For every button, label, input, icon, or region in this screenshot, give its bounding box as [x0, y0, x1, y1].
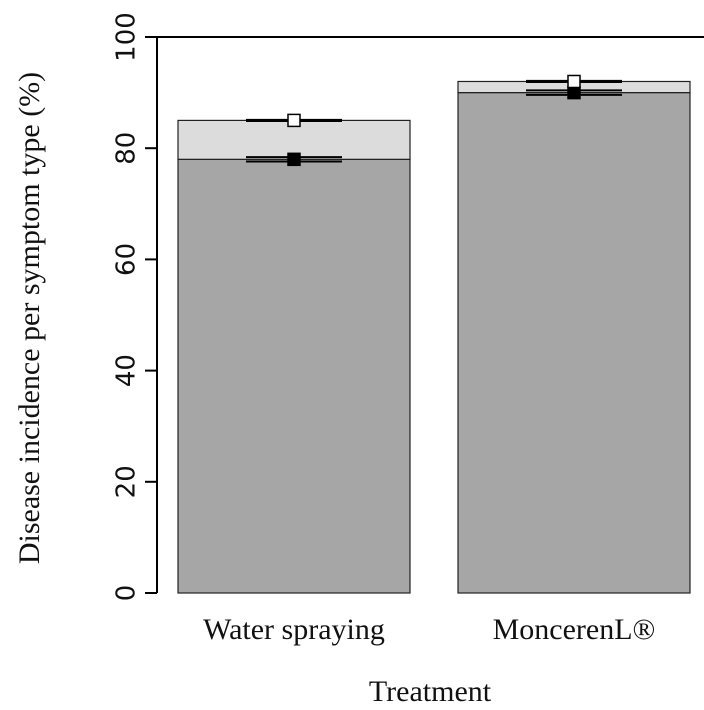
x-axis-title: Treatment	[369, 675, 492, 708]
marker	[287, 152, 301, 167]
y-tick-label: 20	[112, 465, 142, 498]
y-tick-label: 60	[112, 243, 142, 276]
bar-segment	[457, 91, 691, 594]
y-tick-label: 100	[112, 12, 142, 62]
x-tick-label: Water spraying	[203, 613, 385, 646]
y-tick-label: 80	[112, 132, 142, 165]
y-tick-label: 0	[112, 585, 142, 602]
marker	[287, 113, 301, 128]
marker	[567, 85, 581, 100]
bar-segment	[177, 158, 411, 594]
marker	[567, 74, 581, 89]
y-axis-title: Disease incidence per symptom type (%)	[13, 72, 46, 564]
x-tick-label: MoncerenL®	[493, 613, 656, 646]
y-tick-label: 40	[112, 354, 142, 387]
